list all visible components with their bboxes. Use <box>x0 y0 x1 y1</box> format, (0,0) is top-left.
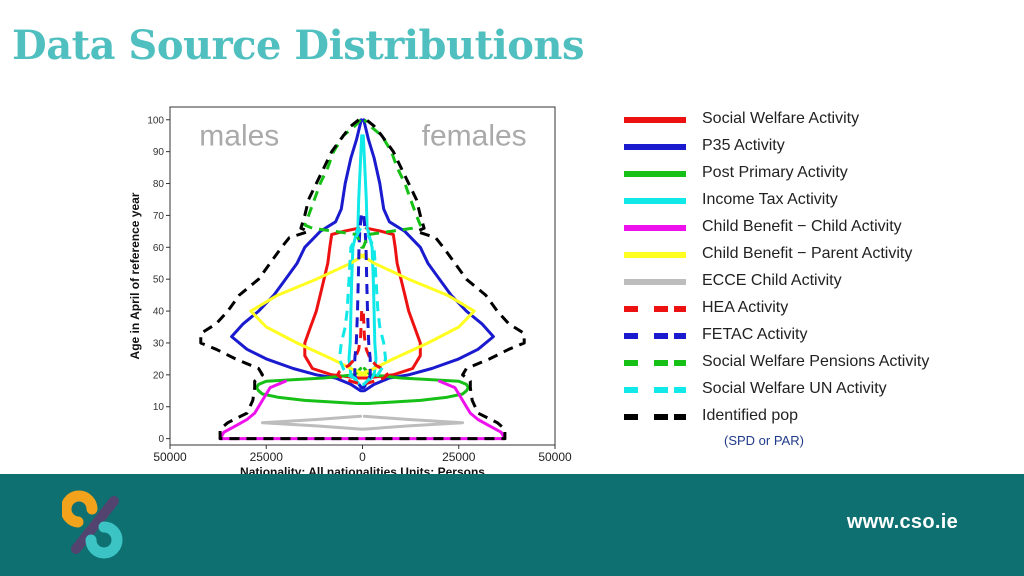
y-tick-label-3: 30 <box>153 338 165 349</box>
series-line-3 <box>255 367 470 405</box>
cso-logo <box>62 490 123 559</box>
plot-area <box>169 106 556 446</box>
y-tick-label-1: 10 <box>153 402 165 413</box>
chart-legend: Social Welfare Activity P35 Activity Post … <box>620 110 1020 460</box>
series-line-7 <box>260 414 465 431</box>
x-tick-label-2: 0 <box>359 450 366 464</box>
legend-swatch <box>624 387 686 393</box>
annotation-males: males <box>199 119 279 152</box>
y-tick-label-0: 0 <box>158 434 164 445</box>
legend-label: Social Welfare UN Activity <box>702 380 887 397</box>
y-tick-label-10: 100 <box>147 115 164 126</box>
logo-arc-teal <box>85 521 123 559</box>
legend-note: (SPD or PAR) <box>724 433 804 448</box>
legend-swatch <box>624 198 686 204</box>
legend-swatch <box>624 306 686 312</box>
y-tick-label-2: 20 <box>153 370 165 381</box>
legend-label: Income Tax Activity <box>702 191 838 208</box>
legend-item: Identified pop <box>620 407 1010 433</box>
legend-swatch <box>624 333 686 339</box>
legend-label: P35 Activity <box>702 137 785 154</box>
legend-item: Income Tax Activity <box>620 191 1010 217</box>
legend-label: HEA Activity <box>702 299 789 316</box>
chart: males females 0 10 20 30 40 50 60 70 80 90 100 50000 2… <box>120 95 580 479</box>
y-axis-label: Age in April of reference year <box>128 192 142 359</box>
legend-item: HEA Activity <box>620 299 1010 325</box>
legend-item: FETAC Activity <box>620 326 1010 352</box>
legend-label: ECCE Child Activity <box>702 272 842 289</box>
legend-label: Social Welfare Activity <box>702 110 860 127</box>
legend-label: Identified pop <box>702 407 799 424</box>
y-tick-label-5: 50 <box>153 275 165 286</box>
legend-swatch <box>624 279 686 285</box>
legend-item: Social Welfare Pensions Activity <box>620 353 1010 379</box>
legend-label: Social Welfare Pensions Activity <box>702 353 930 370</box>
legend-swatch <box>624 414 686 420</box>
legend-swatch <box>624 252 686 258</box>
website-url[interactable]: www.cso.ie <box>846 511 958 533</box>
series-line-9 <box>353 215 372 390</box>
legend-label: Post Primary Activity <box>702 164 848 181</box>
y-tick-label-6: 60 <box>153 243 165 254</box>
logo-slash <box>71 496 119 554</box>
y-tick-label-4: 40 <box>153 307 165 318</box>
series-line-6 <box>249 252 476 377</box>
x-tick-label-4: 50000 <box>538 450 572 464</box>
legend-swatch <box>624 144 686 150</box>
legend-item: P35 Activity <box>620 137 1010 163</box>
series-line-2 <box>230 118 495 393</box>
chart-svg: males females 0 10 20 30 40 50 60 70 80 90 100 50000 2… <box>128 106 572 479</box>
annotation-females: females <box>422 119 527 152</box>
x-tick-label-1: 25000 <box>250 450 284 464</box>
legend-swatch <box>624 117 686 123</box>
footer-bar: www.cso.ie <box>0 474 1024 576</box>
series-line-8 <box>336 311 389 386</box>
legend-item: Social Welfare Activity <box>620 110 1010 136</box>
legend-item: Post Primary Activity <box>620 164 1010 190</box>
legend-swatch <box>624 225 686 231</box>
legend-item: Child Benefit − Parent Activity <box>620 245 1010 271</box>
x-tick-label-3: 25000 <box>442 450 476 464</box>
y-tick-label-7: 70 <box>153 211 165 222</box>
legend-label: Child Benefit − Parent Activity <box>702 245 913 262</box>
y-tick-label-9: 90 <box>153 147 165 158</box>
series-line-10 <box>303 118 422 249</box>
legend-item: Child Benefit − Child Activity <box>620 218 1010 244</box>
legend-swatch <box>624 171 686 177</box>
page-title: Data Source Distributions <box>12 22 585 69</box>
series-line-5 <box>218 379 507 441</box>
legend-item: ECCE Child Activity <box>620 272 1010 298</box>
legend-swatch <box>624 360 686 366</box>
y-tick-label-8: 80 <box>153 179 165 190</box>
legend-label: FETAC Activity <box>702 326 808 343</box>
x-tick-label-0: 50000 <box>153 450 187 464</box>
series-line-1 <box>303 226 422 380</box>
legend-item: Social Welfare UN Activity <box>620 380 1010 406</box>
series-line-11 <box>337 227 388 386</box>
legend-label: Child Benefit − Child Activity <box>702 218 902 235</box>
logo-arc-orange <box>62 490 98 528</box>
